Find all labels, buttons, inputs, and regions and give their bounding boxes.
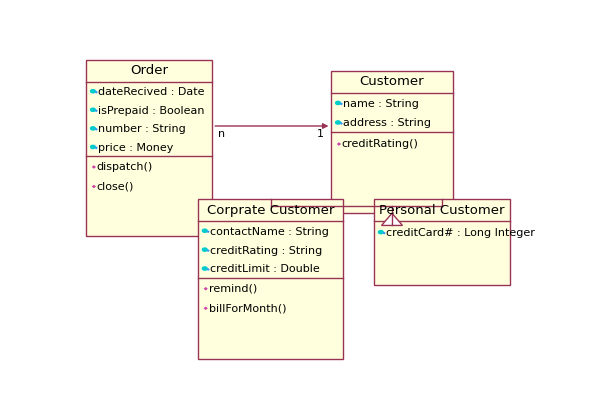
Polygon shape [91,165,96,169]
Text: creditRating(): creditRating() [342,139,419,149]
Circle shape [203,229,207,232]
Circle shape [203,267,207,270]
Bar [86,59,212,236]
Polygon shape [95,91,98,94]
Text: dispatch(): dispatch() [97,162,153,172]
Text: creditCard# : Long Integer: creditCard# : Long Integer [386,228,534,238]
Polygon shape [95,146,98,149]
Text: number : String: number : String [98,124,185,134]
Circle shape [336,102,340,104]
Polygon shape [337,142,341,146]
Bar [198,199,343,359]
Circle shape [90,145,95,149]
Text: Personal Customer: Personal Customer [379,203,505,217]
Polygon shape [206,268,210,271]
Polygon shape [383,232,386,235]
Text: creditLimit : Double: creditLimit : Double [209,265,319,275]
Text: Customer: Customer [360,75,424,89]
Polygon shape [91,185,96,188]
Circle shape [378,230,383,234]
Text: remind(): remind() [209,284,257,294]
Text: Order: Order [130,64,168,77]
Circle shape [336,121,340,124]
Text: isPrepaid : Boolean: isPrepaid : Boolean [98,106,204,116]
Text: name : String: name : String [343,99,419,109]
Circle shape [90,127,95,130]
Bar [332,71,453,213]
Polygon shape [204,307,208,310]
Polygon shape [204,287,208,290]
Text: close(): close() [97,181,134,191]
Text: contactName : String: contactName : String [209,227,328,237]
Polygon shape [206,249,210,252]
Circle shape [90,89,95,93]
Polygon shape [340,102,343,105]
Text: Corprate Customer: Corprate Customer [207,203,335,217]
Polygon shape [95,109,98,112]
Polygon shape [206,230,210,233]
Bar [374,199,510,285]
Polygon shape [95,128,98,131]
Polygon shape [381,213,402,225]
Text: price : Money: price : Money [98,143,173,153]
Text: address : String: address : String [343,119,431,129]
Circle shape [90,108,95,111]
Text: dateRecived : Date: dateRecived : Date [98,87,204,97]
Circle shape [203,248,207,251]
Text: billForMonth(): billForMonth() [209,303,286,313]
Text: creditRating : String: creditRating : String [209,245,322,255]
Text: 1: 1 [317,129,324,139]
Polygon shape [340,122,343,125]
Text: n: n [218,129,225,139]
